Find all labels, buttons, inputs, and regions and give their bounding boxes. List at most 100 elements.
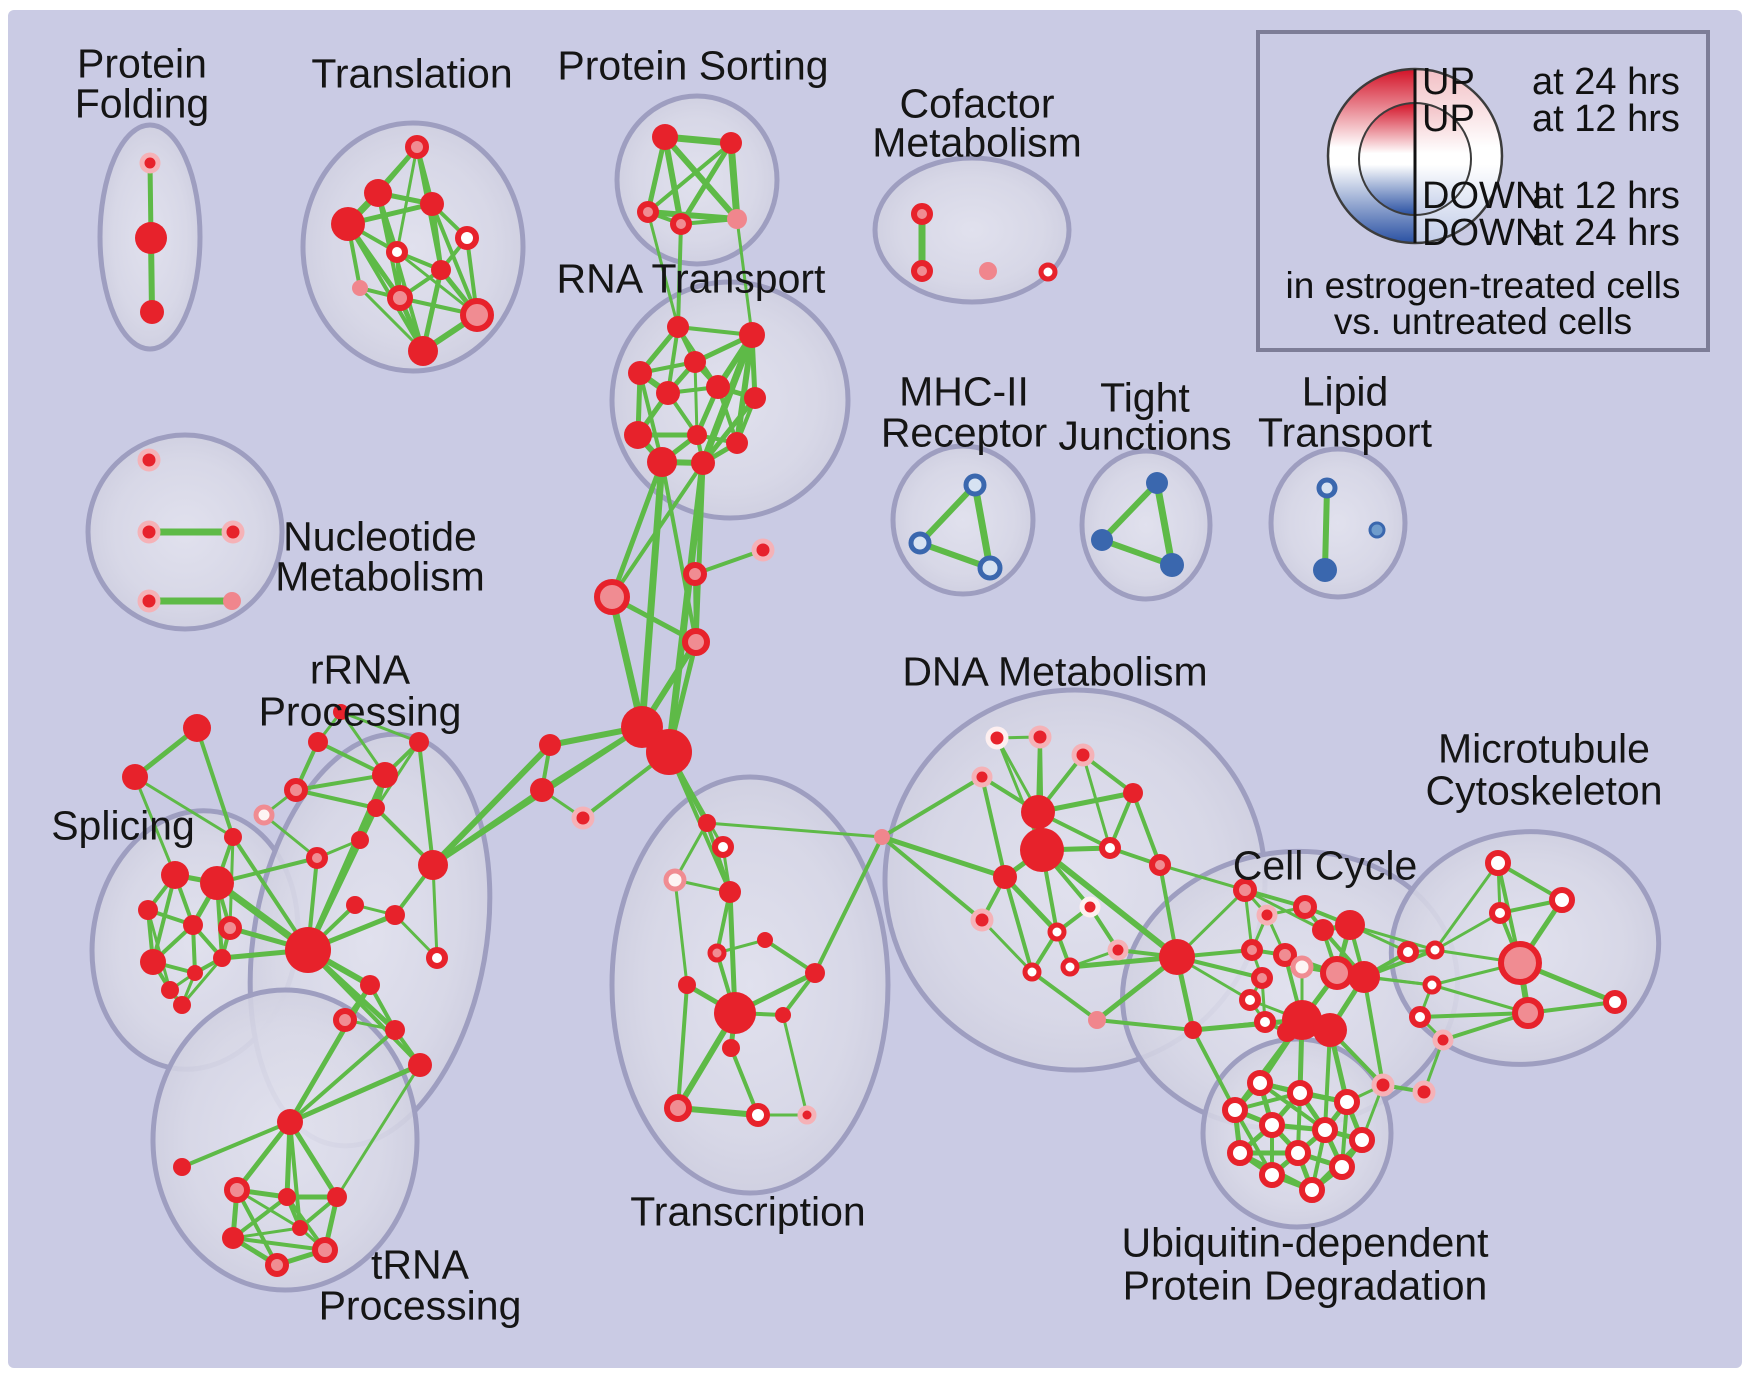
node-transcription-6: [678, 976, 696, 994]
node-nucleotide-metabolism-0: [137, 448, 161, 472]
edge-dna-metabolism: [1030, 970, 1099, 1022]
edge-translation: [395, 145, 419, 254]
node-dna-metabolism-10: [970, 908, 994, 932]
node-translation-8: [387, 285, 413, 311]
cluster-label-ubiquitin-degradation: Ubiquitin-dependent: [1122, 1219, 1490, 1265]
node-trna-processing-1: [173, 1158, 191, 1176]
node-dna-metabolism-11: [1079, 896, 1101, 918]
edge-rrna-processing: [306, 948, 422, 1067]
node-protein-sorting-1: [720, 132, 742, 154]
node-dna-metabolism-15: [1060, 957, 1080, 977]
node-dna-metabolism-14: [1022, 962, 1042, 982]
edge-microtubule-cytoskeleton: [1433, 911, 1502, 952]
node-ubiquitin-degradation-11: [1299, 1177, 1325, 1203]
cluster-label-transcription: Transcription: [630, 1188, 865, 1234]
node-cell-cycle-12: [1254, 1011, 1276, 1033]
node-microtubule-cytoskeleton-7: [1512, 997, 1544, 1029]
node-splicing-5: [138, 900, 158, 920]
edge-rrna-processing: [339, 710, 421, 744]
edge-splicing: [195, 726, 235, 839]
edge-transcription: [729, 1046, 760, 1117]
inter-cluster-edge: [287, 982, 373, 1125]
node-rrna-processing-13: [426, 947, 448, 969]
cluster-label-translation: Translation: [311, 50, 512, 96]
node-central-hub-2: [594, 579, 630, 615]
edge-rrna-processing: [431, 863, 439, 960]
cluster-label-rrna-processing: rRNA: [310, 646, 411, 692]
edge-rna-transport: [693, 360, 699, 437]
node-transcription-11: [664, 1094, 692, 1122]
node-dna-metabolism-4: [1021, 795, 1055, 829]
nodes-layer: [122, 124, 1627, 1277]
node-splicing-7: [218, 916, 242, 940]
node-trna-processing-5: [222, 1227, 244, 1249]
node-splicing-2: [224, 828, 242, 846]
legend-state-label: DOWN: [1422, 212, 1543, 254]
cluster-ellipse-trna-processing: [150, 987, 420, 1293]
legend-box: UP at 24 hrs UP at 12 hrs DOWN at 12 hrs…: [1256, 30, 1710, 352]
cluster-label-tight-junctions: Junctions: [1058, 412, 1231, 458]
node-microtubule-cytoskeleton-9: [1432, 1029, 1454, 1051]
node-mhc-ii-receptor-0: [963, 473, 987, 497]
node-rna-transport-3: [628, 361, 652, 385]
node-trna-processing-6: [312, 1237, 338, 1263]
node-cell-cycle-7: [1290, 955, 1314, 979]
inter-cluster-edge: [813, 835, 884, 975]
node-transcription-2: [663, 868, 687, 892]
legend-time-label: at 12 hrs: [1532, 175, 1680, 217]
edge-transcription: [781, 1013, 809, 1117]
edge-translation: [430, 202, 479, 317]
node-microtubule-cytoskeleton-4: [1425, 940, 1445, 960]
node-dna-metabolism-18: [1184, 1021, 1202, 1039]
inter-cluster-edge: [288, 1028, 397, 1124]
node-rrna-processing-1: [308, 732, 328, 752]
node-cell-cycle-2: [1312, 919, 1334, 941]
node-dna-metabolism-13: [1107, 939, 1129, 961]
inter-cluster-edge: [665, 459, 707, 756]
edge-dna-metabolism: [980, 775, 1007, 879]
edge-splicing: [133, 775, 235, 839]
node-transcription-3: [719, 881, 741, 903]
inter-cluster-edge: [1158, 863, 1247, 892]
cluster-label-mhc-ii-receptor: Receptor: [881, 409, 1047, 455]
node-rrna-processing-11: [346, 896, 364, 914]
cluster-label-nucleotide-metabolism: Metabolism: [275, 553, 485, 599]
inter-cluster-edge: [287, 1062, 423, 1125]
edge-protein-sorting: [678, 140, 734, 227]
node-splicing-0: [183, 714, 211, 742]
node-cofactor-metabolism-3: [1038, 262, 1058, 282]
node-cell-cycle-0: [1233, 878, 1257, 902]
cluster-ellipse-transcription: [609, 774, 891, 1196]
edge-dna-metabolism: [1095, 1018, 1195, 1032]
node-tight-junctions-2: [1160, 553, 1184, 577]
node-splicing-12: [173, 996, 191, 1014]
edge-lipid-transport: [1322, 485, 1330, 573]
node-dna-metabolism-0: [985, 726, 1009, 750]
node-splicing-10: [213, 949, 231, 967]
cluster-ellipse-lipid-transport: [1268, 446, 1408, 600]
node-cell-cycle-14: [1282, 1000, 1322, 1040]
node-central-hub-6: [751, 538, 775, 562]
inter-cluster-edge: [1191, 1020, 1267, 1032]
node-cell-cycle-4: [1256, 904, 1278, 926]
node-translation-4: [455, 226, 479, 250]
edge-trna-processing: [231, 1195, 289, 1240]
node-cofactor-metabolism-1: [911, 260, 933, 282]
cluster-label-tight-junctions: Tight: [1100, 374, 1190, 420]
edge-microtubule-cytoskeleton: [1430, 983, 1530, 1015]
node-cell-cycle-9: [1348, 961, 1380, 993]
edge-mhc-ii-receptor: [917, 482, 978, 546]
node-rna-transport-10: [647, 447, 677, 477]
cluster-label-splicing: Splicing: [51, 802, 195, 848]
cluster-ellipse-protein-sorting: [614, 93, 780, 267]
node-transcription-0: [698, 814, 716, 832]
node-ubiquitin-degradation-3: [1222, 1097, 1248, 1123]
node-cofactor-metabolism-2: [979, 262, 997, 280]
node-rrna-processing-7: [418, 850, 448, 880]
node-nucleotide-metabolism-4: [223, 592, 241, 610]
node-cofactor-metabolism-0: [911, 203, 933, 225]
node-central-hub-1: [646, 729, 692, 775]
cluster-label-protein-sorting: Protein Sorting: [557, 42, 828, 88]
node-ubiquitin-degradation-0: [1247, 1070, 1273, 1096]
edge-central-hub: [693, 548, 765, 576]
